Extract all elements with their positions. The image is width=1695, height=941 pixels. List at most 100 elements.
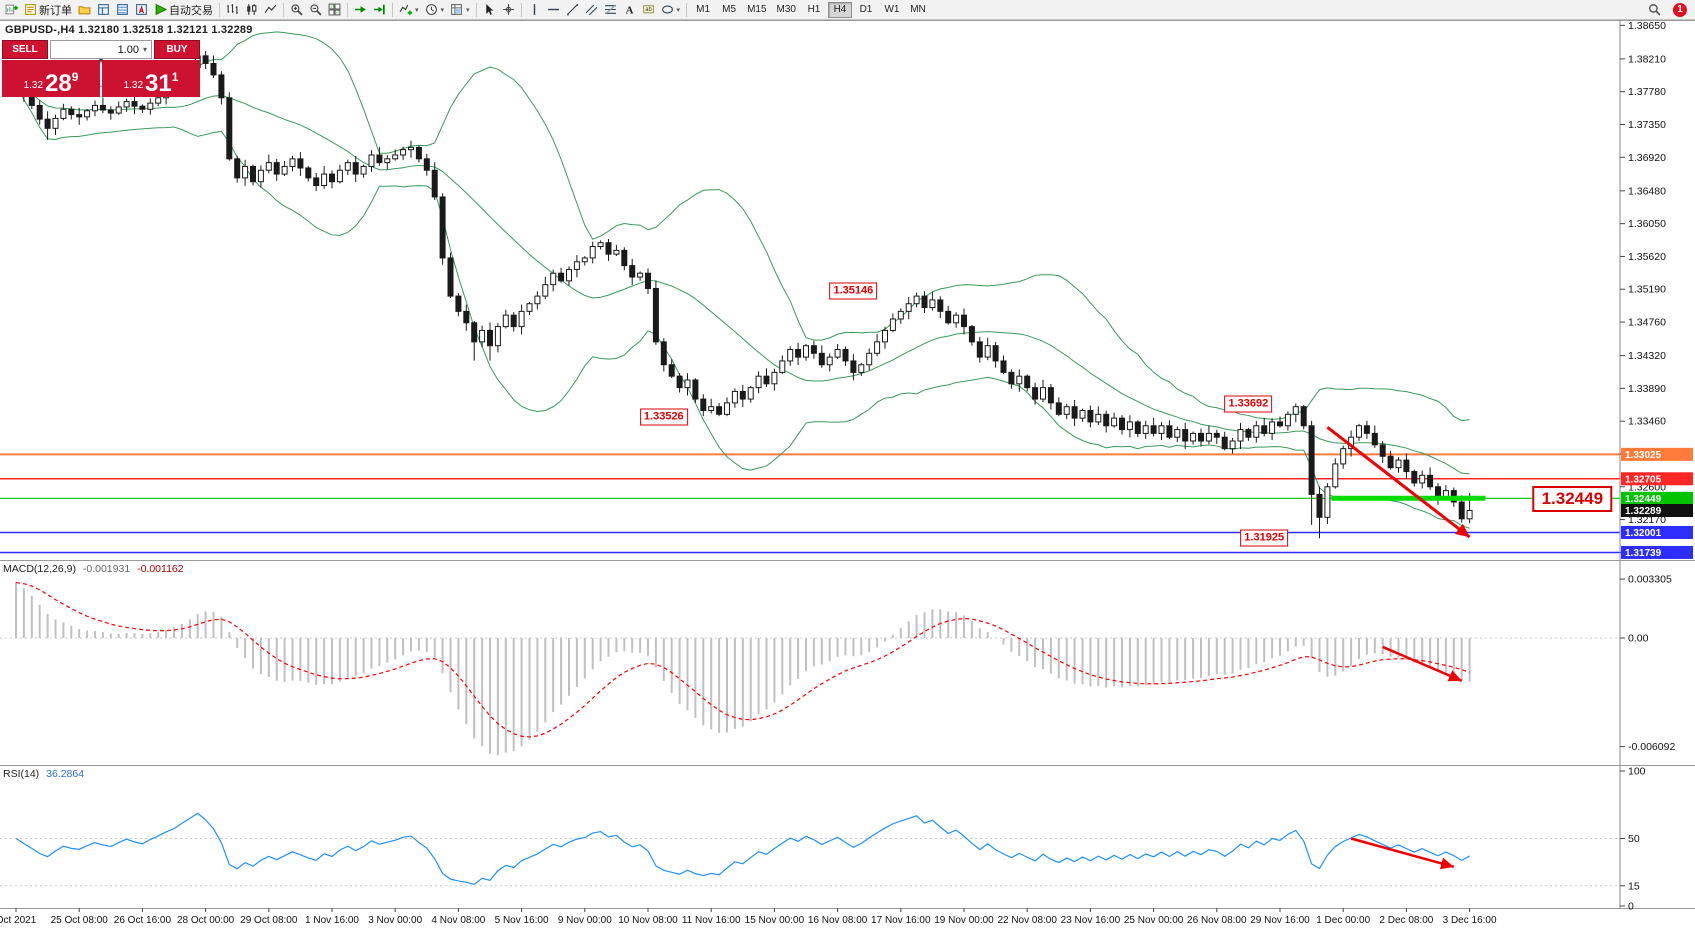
cursor-icon: [485, 4, 493, 15]
indicators-icon: [399, 4, 412, 15]
price-callout-1.35146[interactable]: 1.35146: [829, 282, 878, 300]
price-tag-1.32001: 1.32001: [1621, 525, 1693, 539]
rsi-axis-tick: 50: [1628, 833, 1640, 845]
trend-arrow-macd[interactable]: [1382, 645, 1463, 682]
toolbar-button-new-chart[interactable]: [2, 1, 21, 19]
toolbar-separator: [392, 2, 393, 17]
time-axis-label: 1 Dec 00:00: [1316, 915, 1370, 926]
buy-button[interactable]: BUY: [154, 40, 200, 59]
timeframe-button-M1[interactable]: M1: [691, 2, 715, 18]
shapes-dropdown-icon[interactable]: ▾: [676, 6, 681, 14]
toolbar-button-auto-trading[interactable]: 自动交易: [151, 1, 216, 19]
buy-price-tile[interactable]: 1.32 31 1: [102, 60, 200, 97]
svg-text:A: A: [625, 4, 633, 16]
toolbar-separator: [347, 2, 348, 17]
price-axis-tick: 1.36050: [1628, 218, 1666, 230]
toolbar-button-horizontal-line[interactable]: [544, 1, 563, 19]
search-icon[interactable]: [1642, 0, 1666, 20]
toolbar-button-market-watch[interactable]: [94, 1, 113, 19]
toolbar-button-navigator[interactable]: [132, 1, 151, 19]
time-axis-label: 4 Nov 08:00: [431, 915, 485, 926]
volume-spinner-icon[interactable]: ▾: [142, 45, 147, 54]
toolbar-button-data-window[interactable]: [113, 1, 132, 19]
time-axis-label: 11 Nov 16:00: [682, 915, 741, 926]
toolbar-button-text[interactable]: A: [620, 1, 639, 19]
new-order-icon: [25, 4, 36, 15]
macd-panel[interactable]: [0, 581, 1620, 755]
price-axis-tick: 1.37780: [1628, 86, 1666, 98]
toolbar-button-bar-chart-mode[interactable]: [223, 1, 242, 19]
price-axis-tick: 1.38210: [1628, 53, 1666, 65]
periods-dropdown-icon[interactable]: ▾: [440, 6, 445, 14]
svg-text:1.32705: 1.32705: [1625, 474, 1662, 485]
indicators-dropdown-icon[interactable]: ▾: [415, 6, 419, 14]
toolbar-button-crosshair[interactable]: [499, 1, 518, 19]
timeframe-button-H4[interactable]: H4: [827, 1, 852, 18]
price-axis-tick: 1.38650: [1628, 20, 1666, 32]
timeframe-button-MN[interactable]: MN: [906, 2, 930, 18]
toolbar-button-text-label[interactable]: ab: [639, 1, 658, 19]
price-callout-1.31925[interactable]: 1.31925: [1240, 529, 1289, 547]
toolbar-button-chart-shift[interactable]: [370, 1, 389, 19]
toolbar-button-tile-windows[interactable]: [325, 1, 344, 19]
timeframe-button-M30[interactable]: M30: [773, 2, 800, 18]
toolbar-button-periods[interactable]: ▾: [422, 1, 448, 19]
bollinger-middle-line[interactable]: [15, 82, 1470, 475]
toolbar-button-candle-chart-mode[interactable]: [242, 1, 261, 19]
toolbar-button-equidistant-channel[interactable]: [582, 1, 601, 19]
toolbar-button-line-chart-mode[interactable]: [261, 1, 280, 19]
time-axis-label: 2 Dec 08:00: [1379, 915, 1433, 926]
volume-input[interactable]: 1.00 ▾: [50, 40, 152, 59]
timeframe-button-M15[interactable]: M15: [743, 2, 770, 18]
toolbar-button-templates[interactable]: ▾: [447, 1, 473, 19]
macd-axis-tick: 0.00: [1628, 633, 1649, 645]
trend-arrow-main[interactable]: [1326, 426, 1471, 539]
price-axis[interactable]: 1.38650 1.38210 1.37780 1.37350 1.36920 1.364…: [1620, 20, 1693, 913]
price-callout-1.32449[interactable]: 1.32449: [1532, 485, 1613, 512]
toolbar-button-zoom-out[interactable]: [306, 1, 325, 19]
macd-signal-value: -0.001162: [137, 563, 184, 575]
toolbar-button-new-order[interactable]: 新订单: [21, 1, 75, 19]
toolbar-separator: [686, 2, 688, 17]
rsi-axis-tick: 100: [1628, 766, 1646, 778]
equidistant-channel-icon: [585, 4, 597, 16]
price-callout-1.33526[interactable]: 1.33526: [639, 408, 688, 426]
rsi-panel[interactable]: [0, 812, 1620, 887]
timeframe-button-H1[interactable]: H1: [802, 2, 826, 18]
price-axis-tick: 1.36920: [1628, 152, 1666, 164]
time-axis[interactable]: Oct 2021 25 Oct 08:00 26 Oct 16:00 28 Oct 0…: [0, 908, 1497, 926]
notification-badge[interactable]: 1: [1673, 2, 1687, 17]
candle-chart-mode-icon: [247, 4, 257, 15]
toolbar-button-shapes[interactable]: ▾: [658, 1, 684, 19]
toolbar-button-cursor[interactable]: [480, 1, 499, 19]
trend-arrow-rsi[interactable]: [1350, 837, 1455, 870]
toolbar-separator: [475, 2, 477, 17]
panel-caret-icon: ▼: [97, 58, 105, 65]
time-axis-label: 17 Nov 16:00: [871, 915, 931, 926]
templates-dropdown-icon[interactable]: ▾: [466, 6, 470, 14]
rsi-line: [15, 812, 1470, 886]
toolbar-button-charts-folder[interactable]: [75, 1, 94, 19]
toolbar-button-fibonacci[interactable]: [601, 1, 620, 19]
toolbar-button-auto-scroll[interactable]: [351, 1, 370, 19]
toolbar-button-zoom-in[interactable]: [287, 1, 306, 19]
toolbar-separator: [520, 2, 522, 17]
horizontal-price-lines[interactable]: [0, 453, 1620, 554]
timeframe-button-D1[interactable]: D1: [854, 2, 878, 18]
price-callout-1.33692[interactable]: 1.33692: [1224, 395, 1273, 413]
price-axis-tick: 1.35190: [1628, 284, 1666, 296]
time-axis-label: 3 Dec 16:00: [1443, 915, 1497, 926]
toolbar-button-vertical-line[interactable]: [525, 1, 544, 19]
timeframe-button-W1[interactable]: W1: [880, 2, 904, 18]
toolbar-button-trend-line[interactable]: [563, 1, 582, 19]
macd-axis-tick: 0.003305: [1628, 574, 1672, 586]
sell-price-tile[interactable]: 1.32 28 9: [2, 60, 100, 97]
time-axis-label: 26 Oct 16:00: [114, 915, 172, 926]
timeframe-button-M5[interactable]: M5: [717, 2, 741, 18]
toolbar-button-indicators[interactable]: ▾: [396, 1, 422, 19]
price-tag-1.33025: 1.33025: [1621, 447, 1693, 461]
time-axis-label: 15 Nov 00:00: [745, 915, 805, 926]
sell-button[interactable]: SELL: [2, 40, 48, 59]
